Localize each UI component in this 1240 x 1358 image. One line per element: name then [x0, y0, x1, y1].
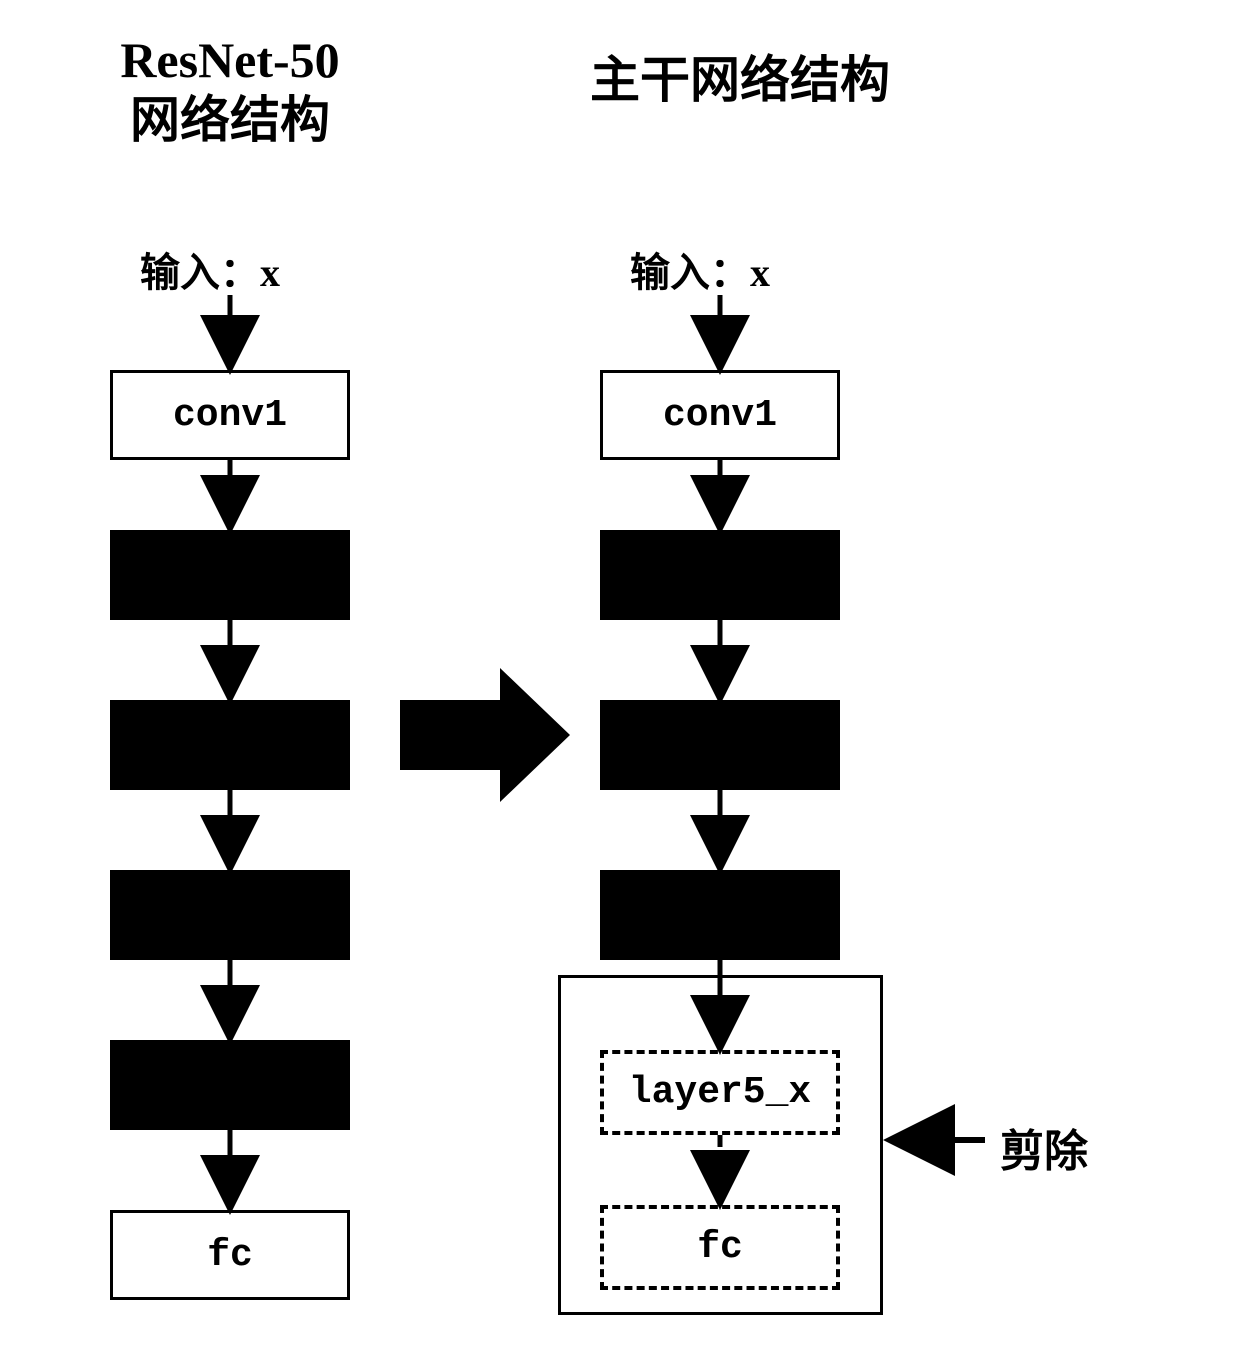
right-block-layer4: layer4 [600, 870, 840, 960]
right-block-fc: fc [600, 1205, 840, 1290]
right-title: 主干网络结构 [590, 50, 890, 110]
right-block-layer3: layer3 [600, 700, 840, 790]
big-arrow-icon [400, 668, 570, 802]
right-block-layer5x: layer5_x [600, 1050, 840, 1135]
right-block-conv1: conv1 [600, 370, 840, 460]
left-block-layer3: layer3 [110, 700, 350, 790]
left-title: ResNet-50 网络结构 [90, 30, 370, 150]
left-block-layer5: layer5 [110, 1040, 350, 1130]
left-block-layer4: layer4 [110, 870, 350, 960]
left-block-layer2: layer2 [110, 530, 350, 620]
right-block-layer2: layer2 [600, 530, 840, 620]
right-input-label: 输入：x [630, 240, 770, 298]
left-block-fc: fc [110, 1210, 350, 1300]
left-title-line1: ResNet-50 网络结构 [120, 32, 339, 148]
left-input-label: 输入：x [140, 240, 280, 298]
clip-label: 剪除 [1000, 1115, 1088, 1179]
left-block-conv1: conv1 [110, 370, 350, 460]
